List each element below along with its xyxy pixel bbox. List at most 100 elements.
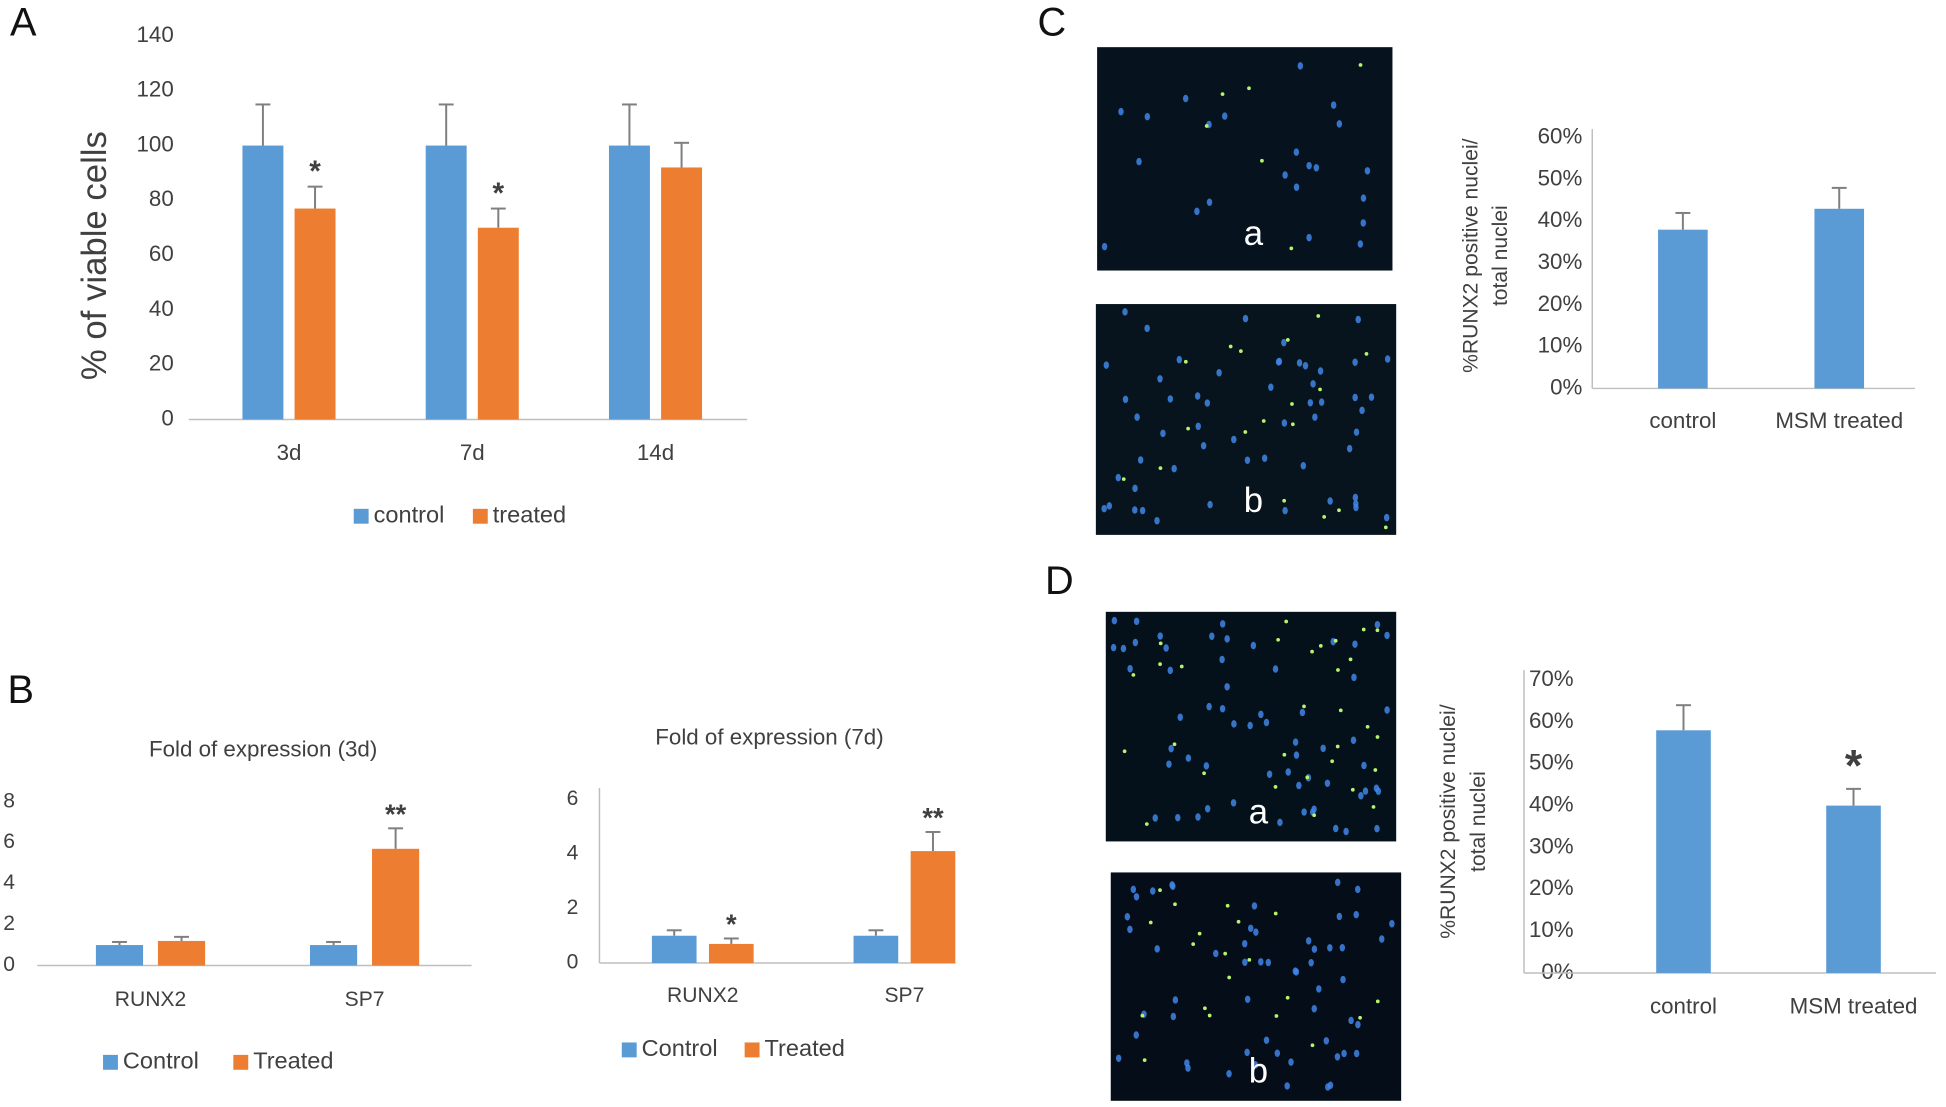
- nucleus: [1247, 721, 1253, 730]
- nucleus: [1231, 720, 1237, 728]
- nucleus: [1221, 112, 1228, 120]
- legend-swatch: [472, 508, 488, 524]
- legend-label: Treated: [765, 1035, 845, 1061]
- nucleus: [1227, 975, 1232, 980]
- panel-label: B: [7, 668, 33, 712]
- nucleus: [1209, 632, 1215, 641]
- nucleus: [1311, 1004, 1317, 1013]
- nucleus: [1350, 787, 1355, 792]
- nucleus: [1323, 1037, 1330, 1045]
- nucleus: [1274, 1049, 1281, 1057]
- error-bar: [723, 937, 739, 944]
- nucleus: [1288, 1058, 1294, 1066]
- nucleus: [1334, 1053, 1341, 1061]
- error-bar: [326, 940, 342, 946]
- nucleus: [1282, 171, 1288, 179]
- y-axis-title: total nuclei: [1489, 205, 1512, 306]
- significance: **: [922, 802, 944, 833]
- nucleus: [1336, 120, 1343, 128]
- x-tick-label: control: [1649, 408, 1716, 433]
- nucleus: [1251, 902, 1258, 910]
- nucleus: [1310, 1043, 1315, 1048]
- bar: [95, 945, 144, 966]
- nucleus: [1360, 194, 1367, 202]
- nucleus: [1176, 355, 1183, 364]
- nucleus: [1293, 183, 1300, 191]
- legend-swatch: [233, 1054, 249, 1070]
- image-label: a: [1244, 215, 1264, 253]
- bar: [1658, 229, 1708, 389]
- bar: [157, 940, 206, 966]
- nucleus: [1296, 781, 1302, 790]
- nucleus: [1292, 967, 1299, 975]
- image-label: b: [1244, 482, 1263, 520]
- nucleus: [1317, 367, 1324, 375]
- image-label: a: [1249, 793, 1269, 831]
- nucleus: [1124, 913, 1131, 921]
- nucleus: [1374, 824, 1380, 833]
- nucleus: [1258, 710, 1264, 719]
- nucleus: [1337, 508, 1341, 513]
- nucleus: [1127, 664, 1133, 673]
- y-tick-label: 80: [149, 186, 174, 211]
- y-tick-label: 20: [149, 351, 174, 376]
- nucleus: [1206, 702, 1212, 711]
- nucleus: [1115, 1054, 1122, 1063]
- nucleus: [1361, 761, 1367, 770]
- nucleus: [1185, 1064, 1191, 1072]
- nucleus: [1132, 638, 1139, 647]
- y-tick-label: 2: [3, 912, 15, 935]
- nucleus: [1144, 822, 1149, 826]
- nucleus: [1273, 911, 1278, 916]
- nucleus: [1330, 101, 1337, 109]
- y-tick-label: 20%: [1529, 875, 1574, 900]
- nucleus: [1122, 395, 1129, 404]
- nucleus: [1253, 928, 1259, 936]
- nucleus: [1118, 107, 1124, 116]
- nucleus: [1154, 516, 1160, 525]
- nucleus: [1137, 456, 1144, 464]
- y-tick-label: 40%: [1538, 207, 1583, 232]
- nucleus: [1355, 315, 1361, 324]
- bar: [242, 145, 284, 420]
- error-bar: [1675, 211, 1691, 230]
- nucleus: [1284, 1082, 1290, 1090]
- bar: [1656, 730, 1711, 973]
- nucleus: [1241, 939, 1248, 948]
- y-tick-label: 10%: [1529, 917, 1574, 942]
- panel-label: A: [10, 0, 37, 44]
- nucleus: [1168, 744, 1174, 753]
- nucleus: [1110, 643, 1117, 652]
- nucleus: [1308, 958, 1314, 967]
- bar: [1826, 805, 1881, 973]
- nucleus: [1152, 814, 1158, 822]
- nucleus: [1136, 157, 1142, 166]
- nucleus: [1206, 198, 1213, 206]
- nucleus: [1297, 62, 1304, 70]
- legend-label: Control: [642, 1035, 718, 1061]
- nucleus: [1322, 514, 1327, 519]
- panel-label: C: [1038, 0, 1067, 44]
- nucleus: [1336, 668, 1340, 672]
- nucleus: [1247, 957, 1252, 962]
- nucleus: [1133, 1031, 1139, 1039]
- nucleus: [1186, 426, 1190, 431]
- y-tick-label: 0%: [1541, 959, 1573, 984]
- nucleus: [1373, 768, 1378, 772]
- error-bar: [388, 827, 404, 849]
- chart-title: Fold of expression (3d): [149, 737, 377, 762]
- nucleus: [1195, 813, 1201, 821]
- nucleus: [1216, 369, 1222, 377]
- legend-swatch: [103, 1054, 118, 1070]
- significance: *: [726, 908, 737, 939]
- bar: [651, 935, 697, 964]
- x-tick-label: SP7: [345, 988, 385, 1011]
- nucleus: [1272, 665, 1279, 673]
- error-bar: [621, 103, 637, 146]
- y-tick-label: 2: [567, 896, 579, 919]
- nucleus: [1173, 902, 1177, 907]
- nucleus: [1383, 525, 1388, 530]
- nucleus: [1122, 308, 1128, 316]
- bar: [661, 167, 703, 420]
